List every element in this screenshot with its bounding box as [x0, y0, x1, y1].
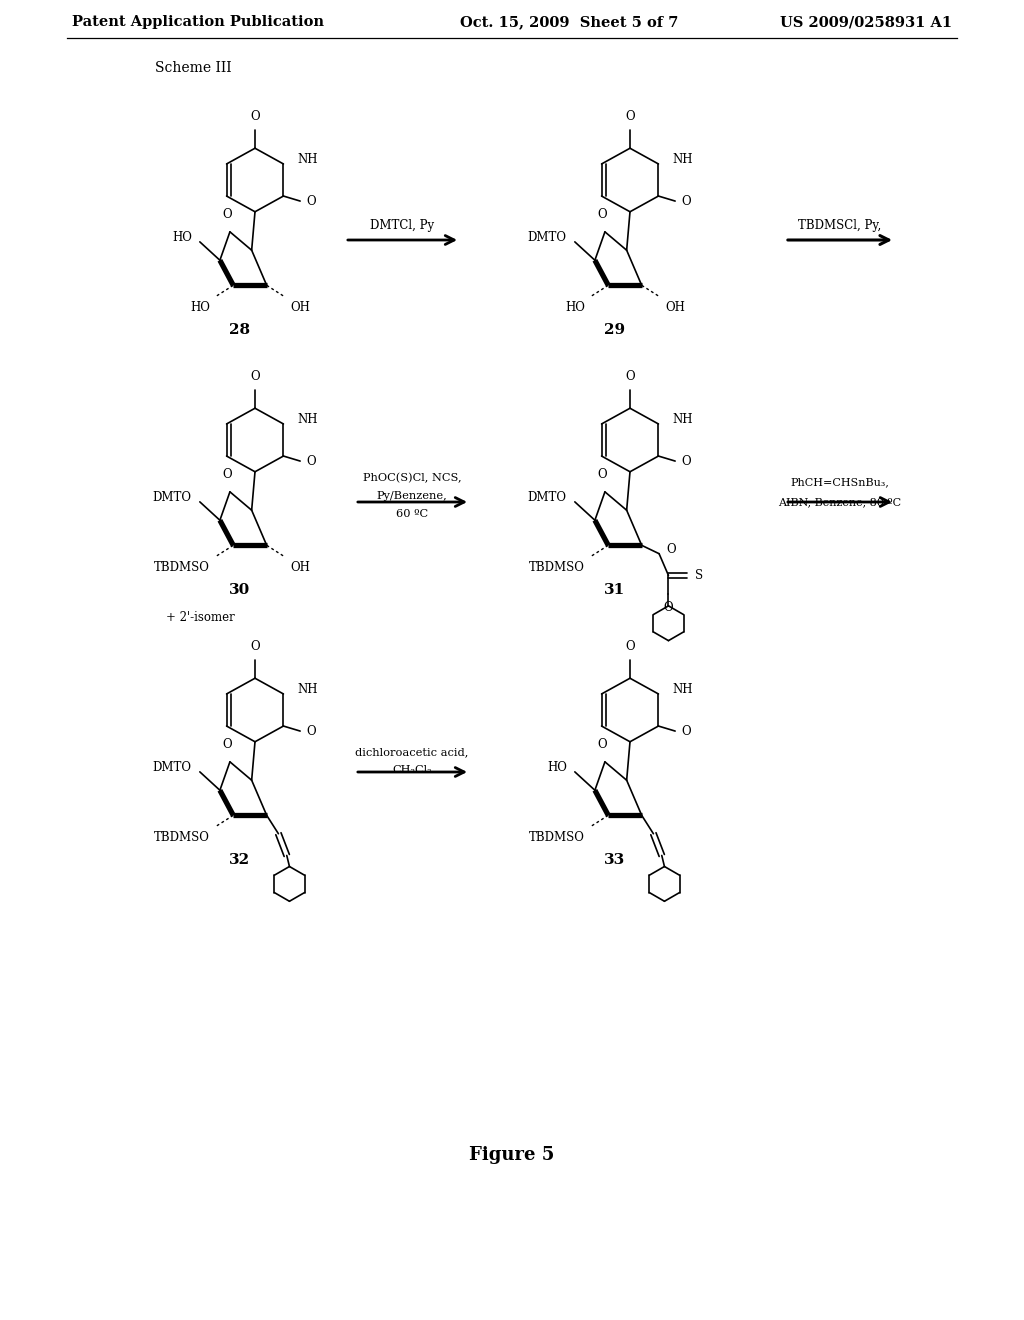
Text: Py/Benzene,: Py/Benzene,	[377, 491, 447, 502]
Text: 32: 32	[229, 853, 251, 867]
Text: O: O	[222, 467, 231, 480]
Text: HO: HO	[190, 301, 210, 314]
Text: O: O	[597, 207, 607, 220]
Text: TBDMSO: TBDMSO	[529, 561, 585, 574]
Text: + 2'-isomer: + 2'-isomer	[166, 611, 234, 624]
Text: O: O	[597, 738, 607, 751]
Text: NH: NH	[673, 413, 693, 426]
Text: HO: HO	[172, 231, 191, 244]
Text: 30: 30	[229, 583, 251, 598]
Text: O: O	[597, 467, 607, 480]
Text: HO: HO	[565, 301, 585, 314]
Text: DMTO: DMTO	[153, 762, 191, 775]
Text: S: S	[695, 569, 702, 582]
Text: 29: 29	[604, 323, 626, 338]
Text: Scheme III: Scheme III	[155, 61, 231, 75]
Text: O: O	[222, 207, 231, 220]
Text: NH: NH	[297, 413, 317, 426]
Text: DMTO: DMTO	[527, 491, 567, 504]
Text: 60 ºC: 60 ºC	[396, 510, 428, 519]
Text: OH: OH	[666, 301, 685, 314]
Text: 33: 33	[604, 853, 626, 867]
Text: HO: HO	[547, 762, 567, 775]
Text: CH₂Cl₂: CH₂Cl₂	[392, 766, 432, 775]
Text: O: O	[250, 110, 260, 123]
Text: O: O	[626, 640, 635, 653]
Text: TBDMSO: TBDMSO	[154, 832, 210, 843]
Text: O: O	[306, 454, 315, 467]
Text: O: O	[250, 640, 260, 653]
Text: O: O	[306, 194, 315, 207]
Text: PhCH=CHSnBu₃,: PhCH=CHSnBu₃,	[791, 477, 890, 487]
Text: 31: 31	[604, 583, 626, 598]
Text: NH: NH	[673, 153, 693, 166]
Text: O: O	[664, 601, 673, 614]
Text: NH: NH	[673, 684, 693, 697]
Text: TBDMSCl, Py,: TBDMSCl, Py,	[799, 219, 882, 231]
Text: US 2009/0258931 A1: US 2009/0258931 A1	[780, 15, 952, 29]
Text: Figure 5: Figure 5	[469, 1146, 555, 1164]
Text: O: O	[250, 370, 260, 383]
Text: OH: OH	[290, 561, 310, 574]
Text: O: O	[681, 454, 691, 467]
Text: Oct. 15, 2009  Sheet 5 of 7: Oct. 15, 2009 Sheet 5 of 7	[460, 15, 678, 29]
Text: Patent Application Publication: Patent Application Publication	[72, 15, 324, 29]
Text: O: O	[626, 370, 635, 383]
Text: NH: NH	[297, 684, 317, 697]
Text: dichloroacetic acid,: dichloroacetic acid,	[355, 747, 469, 756]
Text: TBDMSO: TBDMSO	[529, 832, 585, 843]
Text: O: O	[666, 544, 676, 556]
Text: DMTO: DMTO	[527, 231, 567, 244]
Text: O: O	[306, 725, 315, 738]
Text: TBDMSO: TBDMSO	[154, 561, 210, 574]
Text: O: O	[681, 194, 691, 207]
Text: O: O	[626, 110, 635, 123]
Text: NH: NH	[297, 153, 317, 166]
Text: PhOC(S)Cl, NCS,: PhOC(S)Cl, NCS,	[362, 473, 462, 483]
Text: 28: 28	[229, 323, 251, 338]
Text: O: O	[681, 725, 691, 738]
Text: DMTO: DMTO	[153, 491, 191, 504]
Text: AIBN, Benzene, 80 ºC: AIBN, Benzene, 80 ºC	[778, 498, 901, 507]
Text: OH: OH	[290, 301, 310, 314]
Text: O: O	[222, 738, 231, 751]
Text: DMTCl, Py: DMTCl, Py	[370, 219, 434, 231]
